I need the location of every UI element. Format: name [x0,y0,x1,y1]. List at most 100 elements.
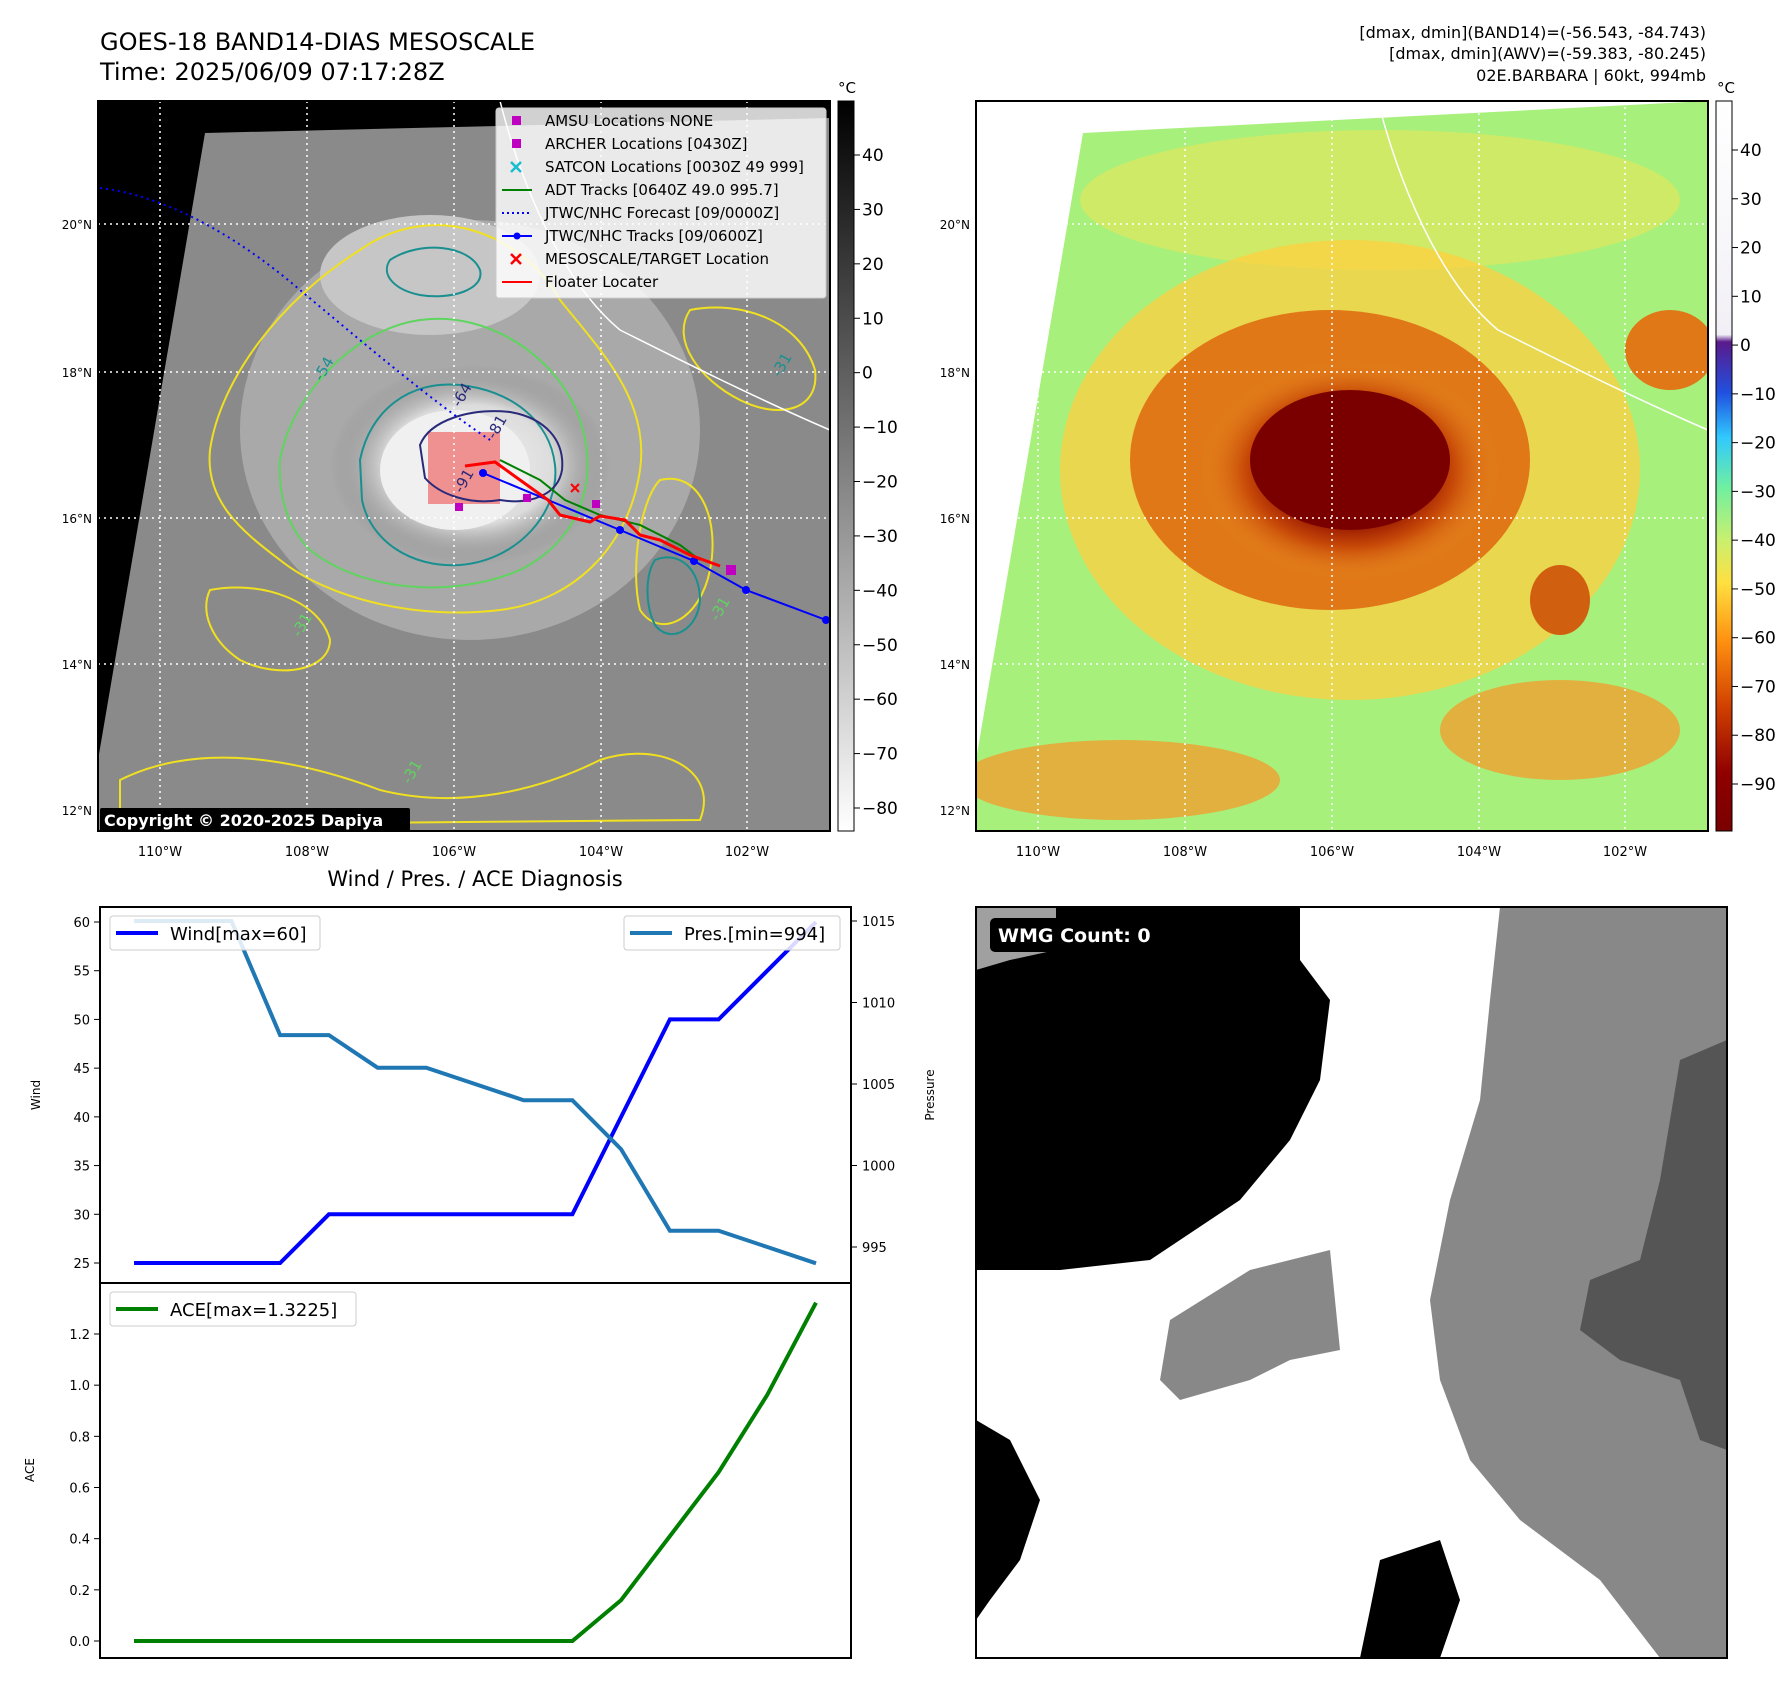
wmg-frame [975,906,1728,1659]
figure-title-line1: GOES-18 BAND14-DIAS MESOSCALE [100,28,535,56]
lon-tick-label: 108°W [1163,845,1207,860]
ir-colorbar-tick-label: 40 [862,146,884,166]
contour-teal-east [646,556,702,636]
awv-band-north [1080,130,1680,270]
legend-square-marker [512,116,521,125]
pressure-series-line [134,919,817,1266]
ace-tick-label: 0.2 [69,1584,90,1599]
lon-tick-label: 104°W [579,845,623,860]
lon-tick-label: 108°W [285,845,329,860]
ace-tick-label: 0.4 [69,1533,90,1548]
wmg-panel: WMG Count: 0 [975,906,1728,1659]
ace-legend-label: ACE[max=1.3225] [170,1300,337,1321]
wmg-darkgray-region [1580,1040,1727,1450]
contour-teal-north [385,246,482,298]
awv-map-frame [975,100,1709,832]
ace-tick-label: 0.6 [69,1482,90,1497]
lat-tick-label: 18°N [62,366,92,380]
legend-entry-label: JTWC/NHC Tracks [09/0600Z] [544,227,763,245]
awv-colorbar-tick-label: 20 [1740,239,1762,259]
awv-lon-ticks: 110°W 108°W 106°W 104°W 102°W [1016,845,1647,860]
lat-tick-label: 16°N [62,512,92,526]
ir-colorbar-ticks: 40 30 20 10 0 −10 −20 −30 −40 −50 −60 −70 −80 [854,146,898,819]
wind-tick-label: 30 [73,1208,90,1223]
ir-colorbar-tick-label: −70 [862,745,898,765]
lon-tick-label: 110°W [1016,845,1060,860]
contour-yellow-sw [205,586,332,672]
ace-frame [99,1282,852,1659]
copyright-badge-bg [100,808,410,832]
awv-colorbar [1715,100,1733,832]
contour-yellow-south [119,752,705,827]
ir-colorbar-tick-label: −20 [862,473,898,493]
lat-tick-label: 16°N [940,512,970,526]
ir-colorbar-tick-label: −40 [862,581,898,601]
legend-square-marker [512,139,521,148]
wind-axis-ticks: 60 55 50 45 40 35 30 25 [73,916,100,1272]
awv-colorbar-tick-label: 0 [1740,336,1751,356]
lat-tick-label: 18°N [940,366,970,380]
ir-legend-items: AMSU Locations NONE ARCHER Locations [043… [502,112,804,291]
wmg-black-region-south [1360,1540,1460,1658]
wmg-gray-region-center [1160,1250,1340,1400]
ace-tick-label: 1.0 [69,1379,90,1394]
ace-legend: ACE[max=1.3225] [109,1291,357,1327]
awv-colorbar-tick-label: 30 [1740,190,1762,210]
wind-pressure-chart: 60 55 50 45 40 35 30 25 1015 1010 1005 1000 995 Win… [29,906,937,1284]
lon-tick-label: 102°W [1603,845,1647,860]
info-line-band14: [dmax, dmin](BAND14)=(-56.543, -84.743) [1359,23,1706,42]
archer-markers [455,494,736,575]
wmg-gray-region-east [1430,907,1727,1658]
wmg-black-region-nw [976,907,1330,1270]
ace-axis-label: ACE [23,1458,37,1482]
target-markers [570,483,580,493]
pressure-axis-label: Pressure [923,1069,937,1120]
wind-legend: Wind[max=60] [109,915,321,951]
wind-axis-label: Wind [29,1080,43,1110]
wind-tick-label: 25 [73,1257,90,1272]
legend-entry-label: MESOSCALE/TARGET Location [545,250,769,268]
legend-x-marker [510,161,522,173]
awv-sw-cells [976,740,1280,820]
contour-navy-core [418,410,564,503]
observed-track-points [479,469,830,624]
awv-coastline [1377,101,1708,431]
ace-tick-label: 0.8 [69,1430,90,1445]
pressure-tick-label: 1010 [862,997,895,1012]
floater-track [464,460,721,568]
legend-entry-label: ADT Tracks [0640Z 49.0 995.7] [545,181,779,199]
ace-tick-label: 0.0 [69,1635,90,1650]
ir-legend [495,107,827,299]
awv-colorbar-tick-label: −50 [1740,580,1776,600]
awv-colorbar-unit: °C [1717,79,1735,97]
info-line-storm: 02E.BARBARA | 60kt, 994mb [1476,66,1706,85]
ir-colorbar-tick-label: −10 [862,418,898,438]
ir-colorbar-tick-label: 30 [862,200,884,220]
wind-tick-label: 60 [73,916,90,931]
ir-colorbar [837,100,855,832]
forecast-track [99,187,491,441]
ir-map-frame [97,100,831,832]
contour-teal-main [358,383,557,567]
legend-entry-label: SATCON Locations [0030Z 49 999] [545,158,804,176]
pressure-tick-label: 1015 [862,915,895,930]
ace-tick-label: 1.2 [69,1328,90,1343]
pressure-legend: Pres.[min=994] [623,915,841,951]
awv-east-cell [1530,565,1590,635]
ir-cloud-north [320,215,540,335]
ace-series-line [134,1301,818,1643]
info-line-awv: [dmax, dmin](AWV)=(-59.383, -80.245) [1389,44,1706,63]
lon-tick-label: 104°W [1457,845,1501,860]
contour-yellow-ne [682,306,817,411]
wind-series-line [134,920,818,1265]
awv-gridlines [976,101,1708,831]
awv-colorbar-tick-label: −40 [1740,531,1776,551]
contour-yellow-main [208,224,643,614]
figure-title-line2: Time: 2025/06/09 07:17:28Z [99,58,445,86]
awv-colorbar-tick-label: 10 [1740,287,1762,307]
legend-entry-label: JTWC/NHC Forecast [09/0000Z] [544,204,779,222]
ir-colorbar-tick-label: −50 [862,636,898,656]
ir-colorbar-tick-label: −30 [862,527,898,547]
copyright-text: Copyright © 2020-2025 Dapiya [104,811,383,830]
lat-tick-label: 20°N [940,218,970,232]
